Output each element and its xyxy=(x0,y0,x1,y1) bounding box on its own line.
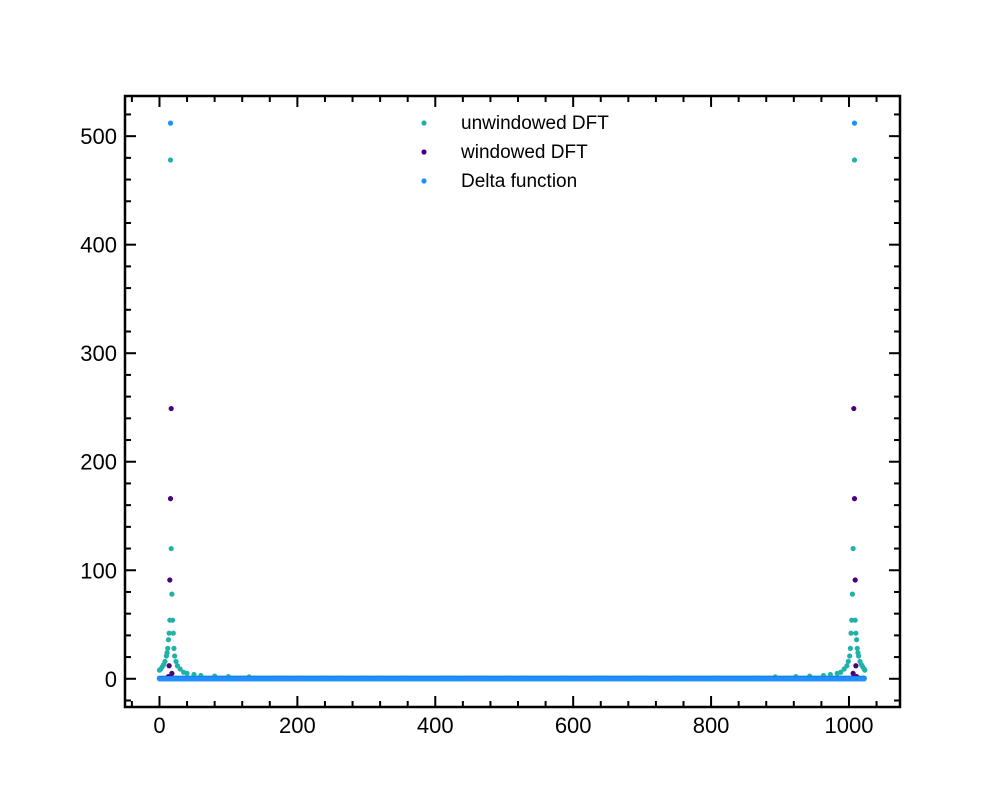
legend-marker xyxy=(421,178,427,184)
unwindowed-dft-point xyxy=(847,645,853,651)
unwindowed-dft-point xyxy=(862,667,868,673)
legend: unwindowed DFT windowed DFT Delta function xyxy=(421,113,609,192)
x-tick-label: 1000 xyxy=(825,713,874,738)
unwindowed-dft-point xyxy=(165,645,171,651)
legend-label: Delta function xyxy=(461,171,577,192)
x-tick-label: 400 xyxy=(417,713,454,738)
x-tick-label: 800 xyxy=(693,713,730,738)
plot-frame xyxy=(123,94,902,709)
unwindowed-dft-point xyxy=(171,645,177,651)
unwindowed-dft-point xyxy=(164,650,170,656)
unwindowed-dft-point xyxy=(856,653,862,659)
legend-marker xyxy=(421,120,427,126)
unwindowed-dft-point xyxy=(166,630,172,636)
unwindowed-dft-point xyxy=(177,666,183,672)
y-tick-label: 100 xyxy=(80,558,117,583)
windowed-dft-point xyxy=(167,577,173,583)
windowed-dft-point xyxy=(169,670,175,676)
windowed-dft-point xyxy=(851,496,858,502)
y-tick-label: 0 xyxy=(105,667,117,692)
unwindowed-dft-point xyxy=(168,545,174,552)
windowed-dft-point xyxy=(166,663,172,669)
unwindowed-dft-point xyxy=(827,671,833,678)
windowed-dft-point xyxy=(851,405,857,412)
unwindowed-dft-point xyxy=(170,630,176,636)
delta-function-point xyxy=(851,120,858,126)
unwindowed-dft-point xyxy=(162,658,168,665)
unwindowed-dft-point xyxy=(848,630,854,636)
unwindowed-dft-point xyxy=(167,157,174,163)
y-tick-label: 200 xyxy=(80,450,117,475)
unwindowed-dft-point xyxy=(184,670,190,676)
unwindowed-dft-point xyxy=(849,591,856,597)
windowed-dft-point xyxy=(168,405,174,412)
y-tick-labels: 0 100 200 300 400 500 xyxy=(80,124,117,692)
unwindowed-dft-point xyxy=(169,591,175,597)
x-tick-label: 200 xyxy=(279,713,316,738)
unwindowed-dft-point xyxy=(854,645,860,651)
unwindowed-dft-point xyxy=(172,653,178,659)
windowed-dft-point xyxy=(167,496,174,502)
unwindowed-dft-point xyxy=(173,658,179,665)
y-tick-label: 300 xyxy=(80,341,117,366)
unwindowed-dft-point xyxy=(847,653,853,659)
delta-function-point xyxy=(861,676,867,682)
unwindowed-dft-point xyxy=(191,671,197,678)
unwindowed-dft-point xyxy=(844,663,850,669)
unwindowed-dft-point xyxy=(853,637,860,643)
legend-label: unwindowed DFT xyxy=(461,113,609,134)
unwindowed-dft-point xyxy=(838,669,844,675)
unwindowed-dft-point xyxy=(851,157,858,163)
x-tick-labels: 0 200 400 600 800 1000 xyxy=(153,713,873,738)
unwindowed-dft-point xyxy=(165,637,172,643)
legend-label: windowed DFT xyxy=(460,142,588,163)
windowed-dft-point xyxy=(850,670,856,676)
unwindowed-dft-point xyxy=(852,617,858,623)
y-tick-label: 400 xyxy=(80,233,117,258)
legend-marker xyxy=(421,149,427,155)
scatter-points xyxy=(156,120,868,682)
windowed-dft-point xyxy=(852,577,858,583)
y-tick-label: 500 xyxy=(80,124,117,149)
x-tick-label: 600 xyxy=(555,713,592,738)
unwindowed-dft-point xyxy=(169,617,176,623)
windowed-dft-point xyxy=(853,663,859,669)
unwindowed-dft-point xyxy=(853,630,859,636)
delta-function-point xyxy=(167,120,174,126)
unwindowed-dft-point xyxy=(850,545,856,552)
x-tick-label: 0 xyxy=(153,713,165,738)
unwindowed-dft-point xyxy=(845,658,851,665)
